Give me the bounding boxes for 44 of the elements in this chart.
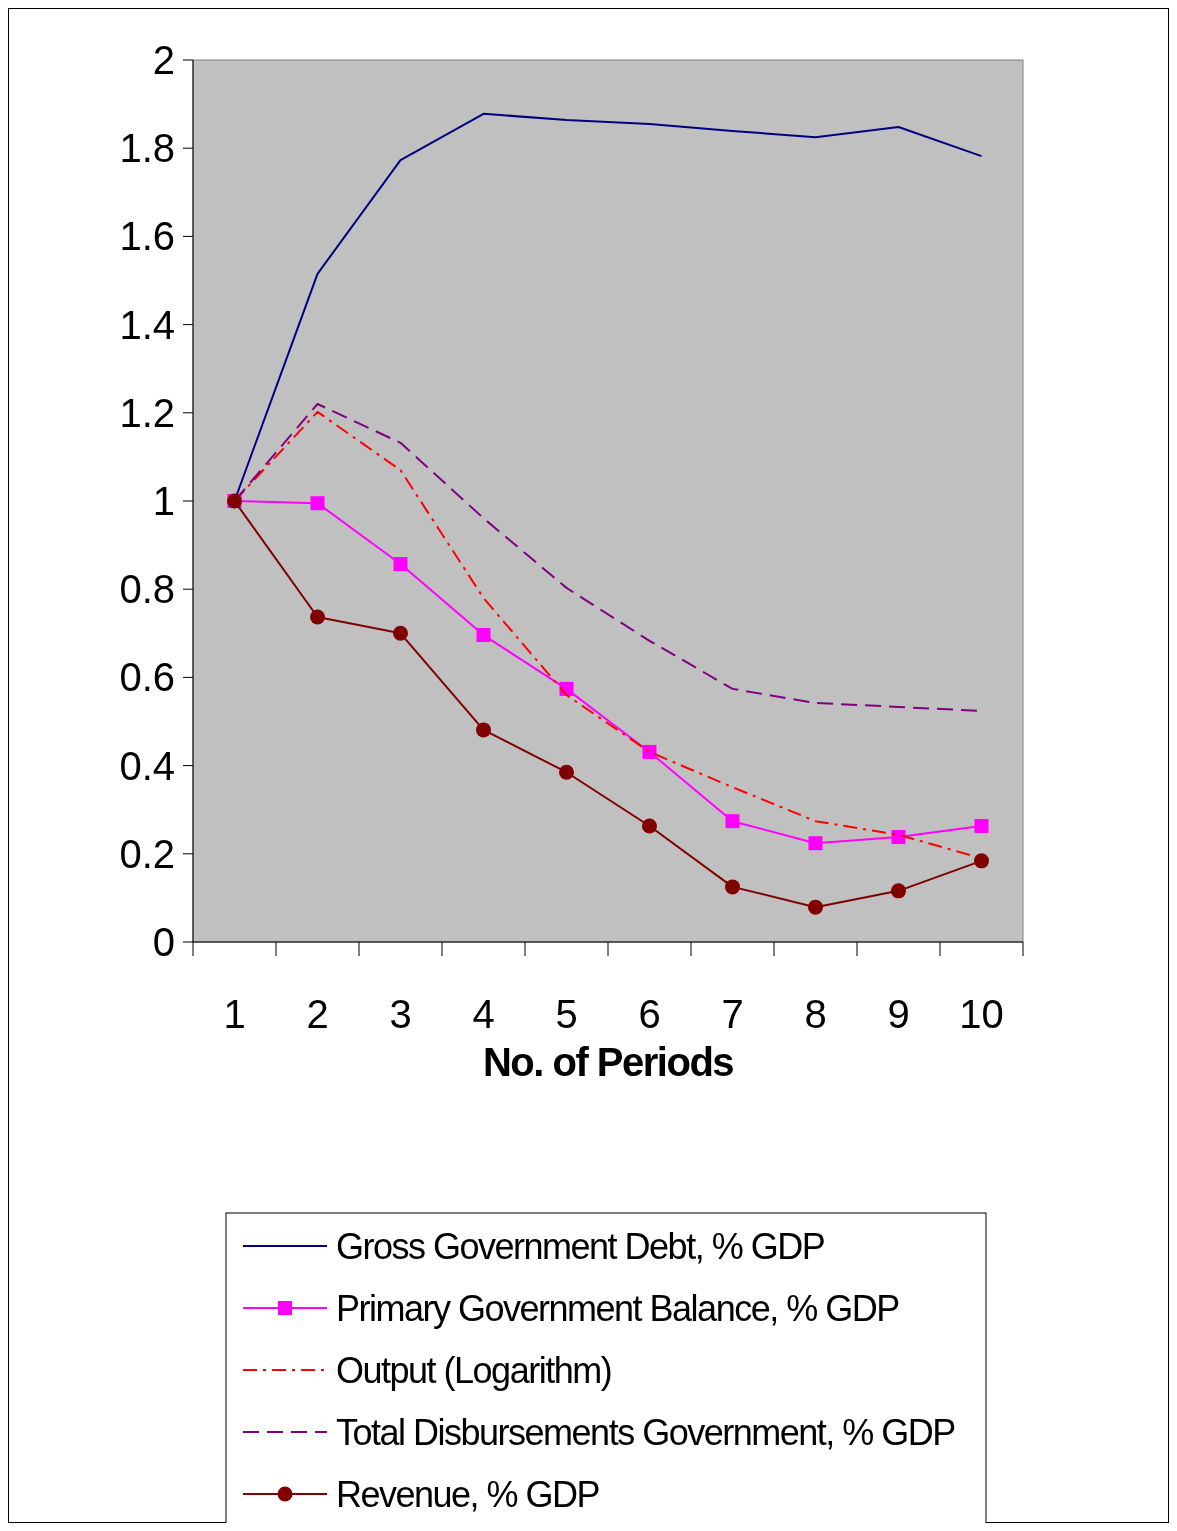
x-tick-label: 1 [223, 992, 246, 1036]
point [974, 853, 989, 869]
y-tick-label: 2 [152, 38, 175, 82]
point [310, 609, 325, 625]
x-tick-label: 9 [887, 992, 910, 1036]
x-tick-label: 2 [306, 992, 329, 1036]
x-tick-label: 8 [804, 992, 827, 1036]
legend-label: Total Disbursements Government, % GDP [336, 1411, 956, 1453]
y-tick-label: 1.4 [119, 302, 175, 347]
point [891, 883, 906, 899]
y-tick-label: 0.2 [119, 831, 175, 876]
point [476, 628, 491, 643]
x-axis-title: No. of Periods [482, 1040, 734, 1084]
y-tick-label: 0.6 [119, 655, 175, 700]
y-tick-label: 0.8 [119, 567, 175, 612]
point [476, 722, 491, 738]
point [725, 879, 740, 895]
point [891, 830, 906, 845]
y-tick-label: 1.8 [119, 126, 175, 171]
x-tick-label: 5 [555, 992, 578, 1036]
legend-label: Output (Logarithm) [336, 1349, 612, 1391]
point [310, 496, 325, 511]
x-tick-label: 10 [959, 992, 1004, 1036]
y-tick-label: 1.6 [119, 214, 175, 259]
x-tick-label: 4 [472, 992, 495, 1036]
point [642, 744, 657, 759]
y-tick-label: 1.2 [119, 390, 175, 435]
y-tick-label: 1 [152, 479, 175, 523]
point [393, 625, 408, 641]
y-tick-label: 0.4 [119, 743, 175, 788]
point [808, 836, 823, 851]
legend-label: Primary Government Balance, % GDP [336, 1287, 900, 1329]
point [559, 764, 574, 780]
y-tick-label: 0 [152, 920, 175, 964]
x-tick-label: 7 [721, 992, 744, 1036]
x-tick-label: 3 [389, 992, 412, 1036]
legend-label: Gross Government Debt, % GDP [336, 1225, 825, 1267]
x-tick-label: 6 [638, 992, 661, 1036]
point [808, 899, 823, 915]
legend-label: Revenue, % GDP [336, 1473, 600, 1515]
point [642, 818, 657, 834]
point [974, 819, 989, 834]
point [725, 814, 740, 829]
point [393, 557, 408, 572]
